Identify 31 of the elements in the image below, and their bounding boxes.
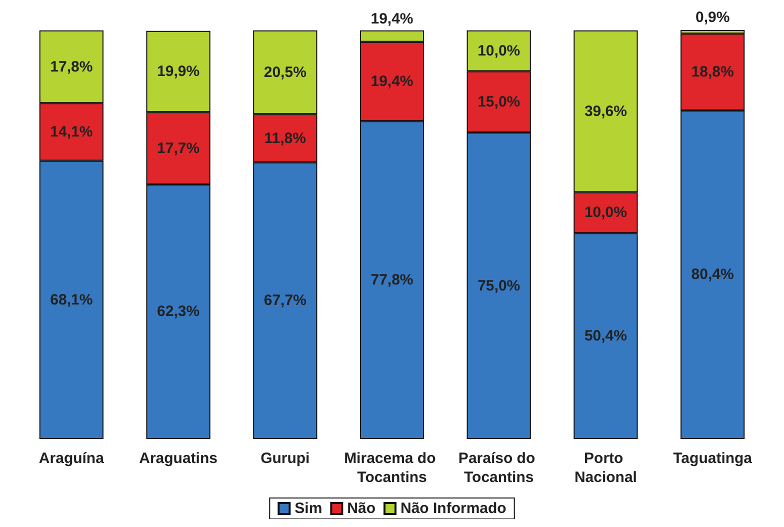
x-tick-label: Araguatins [139,450,218,467]
data-label: 20,5% [264,64,306,81]
data-label: 18,8% [691,64,734,81]
x-tick-label: Miracema do Tocantins [344,450,440,486]
data-label: 62,3% [157,303,200,320]
x-tick-label: Porto Nacional [574,450,637,486]
data-label: 10,0% [478,42,520,60]
data-label: 68,1% [50,291,93,308]
data-label: 17,8% [50,58,93,76]
annotation: 19,4% [370,10,414,28]
x-tick-label: Gurupi [260,450,310,467]
data-label: 39,6% [584,102,627,120]
data-label: 15,0% [478,93,520,110]
data-label: 67,7% [264,292,306,310]
data-label: 0,9% [695,9,730,26]
data-label: 75,0% [478,277,520,294]
data-label: 50,4% [584,328,627,345]
data-label: 14,1% [50,123,93,140]
data-label: 77,8% [370,272,414,289]
data-label: 80,4% [691,266,734,284]
legend-label: Sim [294,500,322,517]
data-label: 19,4% [370,72,414,90]
x-tick-label: Araguína [38,450,105,467]
data-label: 11,8% [264,130,306,147]
x-tick-label: Paraíso do Tocantins [458,450,540,486]
data-label: 17,7% [157,140,200,157]
data-label: 10,0% [584,204,627,222]
data-label: 19,9% [157,62,200,80]
x-tick-label: Taguatinga [673,450,753,467]
legend-label: Não Informado [400,500,506,517]
legend-label: Não [347,500,376,517]
